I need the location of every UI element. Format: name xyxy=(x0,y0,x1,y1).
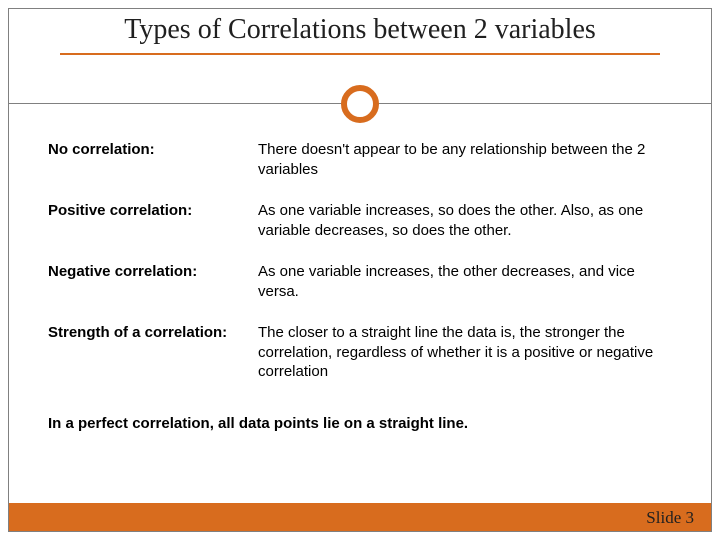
desc-strength: The closer to a straight line the data i… xyxy=(258,323,672,382)
title-underline xyxy=(60,53,660,55)
label-strength: Strength of a correlation: xyxy=(48,323,258,382)
desc-negative-correlation: As one variable increases, the other dec… xyxy=(258,262,672,301)
row-positive-correlation: Positive correlation: As one variable in… xyxy=(48,201,672,240)
slide-number: Slide 3 xyxy=(646,508,694,528)
strength-label-text: Strength of a correlation: xyxy=(48,324,227,341)
content-area: No correlation: There doesn't appear to … xyxy=(48,140,672,433)
desc-no-correlation: There doesn't appear to be any relations… xyxy=(258,140,672,179)
circle-icon xyxy=(341,85,379,123)
row-negative-correlation: Negative correlation: As one variable in… xyxy=(48,262,672,301)
label-negative-correlation: Negative correlation: xyxy=(48,262,258,301)
row-no-correlation: No correlation: There doesn't appear to … xyxy=(48,140,672,179)
footer-bar xyxy=(9,503,711,531)
label-no-correlation: No correlation: xyxy=(48,140,258,179)
desc-positive-correlation: As one variable increases, so does the o… xyxy=(258,201,672,240)
perfect-correlation-text: In a perfect correlation, all data point… xyxy=(48,414,672,434)
slide-title: Types of Correlations between 2 variable… xyxy=(0,14,720,52)
label-positive-correlation: Positive correlation: xyxy=(48,201,258,240)
row-strength: Strength of a correlation: The closer to… xyxy=(48,323,672,382)
